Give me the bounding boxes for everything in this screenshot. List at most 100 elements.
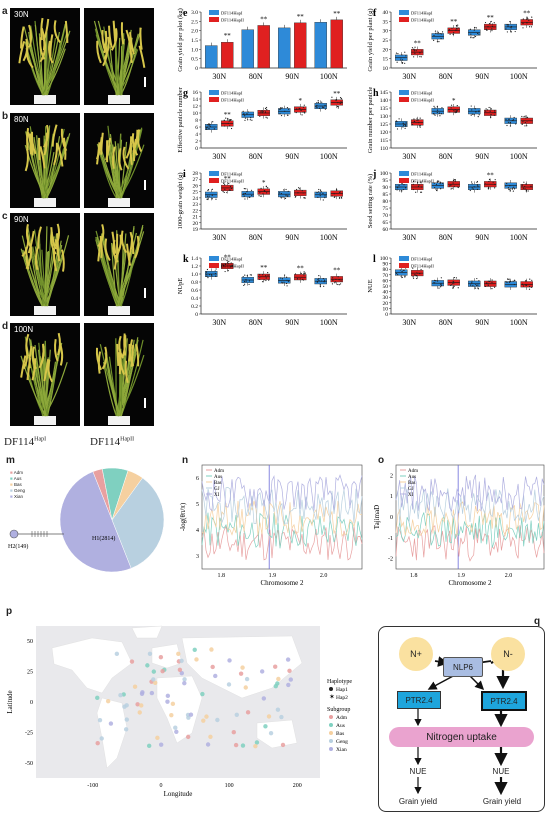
accession-point (263, 724, 268, 729)
data-point (323, 106, 325, 109)
data-point (298, 107, 300, 109)
accession-point (245, 710, 251, 715)
data-point (451, 187, 453, 189)
data-point (484, 21, 487, 24)
data-point (435, 183, 438, 185)
hapI-plant-photo-30N: 30N (10, 8, 80, 105)
data-point (433, 113, 435, 115)
data-point (451, 27, 453, 29)
data-point (251, 194, 253, 197)
data-point (506, 182, 508, 185)
data-point (490, 108, 492, 110)
data-point (317, 279, 319, 281)
data-point (421, 50, 423, 52)
data-point (505, 28, 507, 30)
bar (314, 22, 327, 69)
data-point (244, 274, 246, 276)
legend-item-aus: ■ Aus (10, 476, 22, 481)
data-point (301, 278, 304, 280)
data-point (230, 266, 232, 268)
data-point (283, 274, 286, 276)
panel-label-q: q (534, 616, 541, 627)
haplotype-network: H2(149) H1(2814) (8, 467, 165, 573)
accession-point (188, 712, 194, 717)
data-point (439, 183, 441, 185)
y-tick-label: 0 (195, 66, 198, 72)
y-tick-label: 21 (193, 215, 199, 221)
data-point (491, 30, 493, 32)
data-point (206, 195, 209, 197)
data-point (456, 109, 459, 111)
data-point (436, 181, 438, 183)
data-point (331, 195, 333, 197)
data-point (513, 116, 515, 119)
data-point (317, 100, 319, 102)
data-point (227, 118, 229, 120)
data-point (315, 106, 317, 108)
legend-label: DF114HapII (411, 179, 434, 184)
y-tick-label: 0.8 (191, 280, 198, 286)
data-point (258, 195, 260, 197)
data-point (208, 124, 210, 126)
accession-point (182, 677, 187, 682)
data-point (259, 115, 261, 117)
legend-label: DF114HapI (221, 11, 243, 16)
data-point (214, 270, 216, 272)
data-point (404, 51, 406, 53)
data-point (487, 26, 489, 28)
accession-point (99, 736, 104, 741)
data-point (322, 199, 324, 201)
data-point (413, 48, 415, 50)
data-point (522, 121, 524, 123)
chart-k: 0 0.2 0.4 0.6 0.8 1.0 1.2 1.4 NUpE 30N ** 80N ** 90N *… (177, 253, 347, 327)
data-point (301, 190, 303, 192)
data-point (295, 111, 297, 114)
data-point (340, 280, 342, 282)
accession-point (124, 703, 129, 708)
data-point (489, 178, 491, 181)
data-point (299, 278, 301, 280)
y-tick-label: 40 (383, 290, 389, 296)
y-axis-label: NUpE (177, 278, 184, 295)
data-point (506, 23, 508, 26)
y-tick-label: 20 (383, 301, 389, 307)
legend-label: DF114HapI (221, 172, 243, 177)
x-category-label: 80N (249, 152, 263, 161)
accession-point (97, 717, 103, 723)
legend-label: DF114HapI (411, 257, 433, 262)
data-point (436, 106, 438, 108)
data-point (490, 114, 492, 116)
x-category-label: 30N (212, 72, 226, 81)
y-tick-label: 8 (195, 118, 198, 124)
data-point (452, 287, 454, 289)
data-point (457, 27, 459, 29)
data-point (439, 181, 442, 183)
data-point (396, 189, 398, 191)
data-point (209, 125, 211, 127)
data-point (419, 125, 421, 127)
data-point (286, 114, 289, 116)
data-point (478, 33, 480, 35)
data-point (440, 188, 442, 190)
data-point (338, 196, 341, 199)
data-point (402, 122, 404, 124)
data-point (514, 279, 516, 281)
accession-point (200, 691, 205, 697)
data-point (337, 106, 340, 108)
data-point (281, 278, 284, 280)
data-point (474, 108, 476, 110)
data-point (281, 107, 283, 109)
data-point (474, 287, 477, 289)
x-category-label: 30N (402, 233, 416, 242)
data-point (243, 195, 245, 197)
y-tick-label: 60 (383, 227, 389, 233)
y-tick-label: 6 (196, 476, 199, 482)
data-point (402, 269, 404, 271)
data-point (316, 192, 318, 194)
data-point (437, 33, 439, 35)
data-point (470, 36, 472, 38)
data-point (304, 197, 306, 199)
data-point (339, 102, 341, 105)
data-point (303, 274, 305, 276)
data-point (522, 285, 525, 287)
